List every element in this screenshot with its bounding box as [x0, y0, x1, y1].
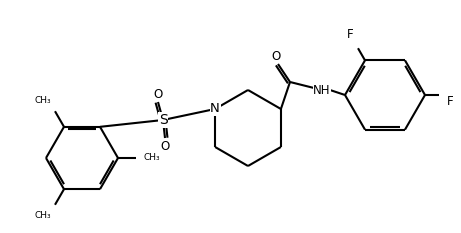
Text: CH₃: CH₃ — [35, 96, 52, 105]
Text: CH₃: CH₃ — [35, 211, 52, 220]
Text: CH₃: CH₃ — [143, 154, 160, 162]
Text: O: O — [272, 49, 281, 62]
Text: F: F — [447, 95, 454, 108]
Text: O: O — [160, 140, 170, 153]
Text: NH: NH — [313, 83, 331, 96]
Text: F: F — [348, 28, 354, 41]
Text: S: S — [159, 113, 167, 127]
Text: N: N — [210, 103, 220, 116]
Text: O: O — [154, 88, 163, 100]
